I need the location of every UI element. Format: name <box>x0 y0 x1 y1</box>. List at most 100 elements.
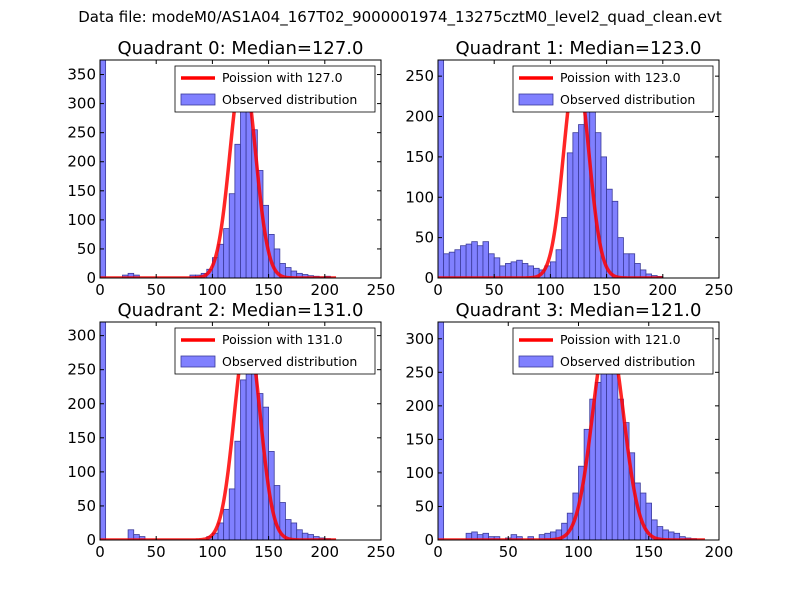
histogram-bar <box>228 193 236 278</box>
x-tick-label: 150 <box>254 543 283 561</box>
subplot-title: Quadrant 3: Median=121.0 <box>456 300 702 321</box>
legend-bar-label: Observed distribution <box>222 92 357 107</box>
x-tick-label: 200 <box>705 543 734 561</box>
x-tick-label: 0 <box>95 281 105 299</box>
y-tick-label: 250 <box>405 67 434 85</box>
histogram-bar <box>628 253 636 278</box>
histogram-bar <box>521 263 529 278</box>
plot-area <box>438 60 664 278</box>
histogram-bar <box>460 245 467 278</box>
y-tick-label: 200 <box>67 153 96 171</box>
histogram-bar <box>561 217 568 278</box>
histogram-bar <box>488 253 495 278</box>
x-tick-label: 250 <box>705 281 734 299</box>
x-tick-label: 150 <box>254 281 283 299</box>
x-tick-label: 200 <box>310 281 339 299</box>
legend-fit-label: Poission with 121.0 <box>560 332 681 347</box>
legend-bar-swatch <box>180 93 216 106</box>
histogram-bar <box>476 245 484 278</box>
histogram-bar <box>443 253 450 278</box>
histogram-bar <box>454 249 461 278</box>
y-tick-label: 300 <box>67 327 96 345</box>
histogram-bar <box>600 345 607 540</box>
histogram-bar <box>594 132 602 278</box>
legend-bar-swatch <box>518 93 554 106</box>
y-tick-label: 50 <box>77 240 96 258</box>
histogram-bar <box>465 243 473 278</box>
y-tick-label: 50 <box>415 497 434 515</box>
legend-fit-label: Poission with 123.0 <box>560 70 681 85</box>
histogram-bar <box>228 488 236 540</box>
legend: Poission with 127.0 Observed distribution <box>174 65 376 113</box>
axes-frame <box>437 59 720 279</box>
y-tick-label: 100 <box>405 464 434 482</box>
legend: Poission with 131.0 Observed distribution <box>174 327 376 375</box>
y-tick-label: 250 <box>67 361 96 379</box>
axes-frame <box>99 59 382 279</box>
histogram-bar <box>555 249 563 278</box>
subplot-title: Quadrant 2: Median=131.0 <box>118 300 364 321</box>
histogram-bar <box>594 381 602 540</box>
x-tick-label: 0 <box>433 281 443 299</box>
y-tick-label: 300 <box>405 330 434 348</box>
x-tick-label: 50 <box>499 543 518 561</box>
y-tick-label: 50 <box>77 497 96 515</box>
legend-bar-label: Observed distribution <box>222 354 357 369</box>
x-tick-label: 250 <box>367 281 396 299</box>
histogram-bar <box>223 228 230 278</box>
histogram-bar <box>100 322 107 540</box>
subplot-0: 0 50 100 150 200 250 0 50 100 150 200 250 300 350 Quad… <box>67 38 395 299</box>
histogram-bar <box>100 60 107 278</box>
y-tick-label: 300 <box>67 95 96 113</box>
x-tick-label: 50 <box>147 281 166 299</box>
x-tick-label: 150 <box>634 543 663 561</box>
x-tick-label: 0 <box>433 543 443 561</box>
histogram-bar <box>566 152 574 278</box>
histogram-bar <box>516 259 523 278</box>
axes-frame <box>99 321 382 541</box>
legend-bar-label: Observed distribution <box>560 92 695 107</box>
y-tick-label: 200 <box>67 395 96 413</box>
y-tick-label: 100 <box>405 188 434 206</box>
histogram-bar <box>505 263 512 278</box>
histogram-bar <box>617 237 624 278</box>
y-tick-label: 0 <box>424 531 434 549</box>
legend-bar-swatch <box>518 355 554 368</box>
histogram-bar <box>623 253 630 278</box>
y-tick-label: 150 <box>67 182 96 200</box>
y-tick-label: 250 <box>67 124 96 142</box>
y-tick-label: 250 <box>405 363 434 381</box>
legend-fit-label: Poission with 127.0 <box>222 70 343 85</box>
x-tick-label: 0 <box>95 543 105 561</box>
y-tick-label: 150 <box>405 430 434 448</box>
subplot-1: 0 50 100 150 200 250 0 50 100 150 200 250 Quadrant 1… <box>405 38 733 299</box>
x-tick-label: 250 <box>367 543 396 561</box>
histogram-bar <box>290 522 298 540</box>
y-tick-label: 0 <box>86 269 96 287</box>
y-tick-label: 150 <box>67 429 96 447</box>
figure-title: Data file: modeM0/AS1A04_167T02_90000019… <box>78 8 722 26</box>
y-tick-label: 100 <box>67 463 96 481</box>
legend: Poission with 123.0 Observed distribution <box>512 65 714 113</box>
x-tick-label: 200 <box>648 281 677 299</box>
x-tick-label: 150 <box>592 281 621 299</box>
histogram-bar <box>438 60 445 278</box>
legend-bar-swatch <box>180 355 216 368</box>
histogram-bar <box>606 188 613 278</box>
subplot-2: 0 50 100 150 200 250 0 50 100 150 200 250 300 Quadran… <box>67 300 395 561</box>
histogram-bar <box>234 440 241 540</box>
x-tick-label: 50 <box>147 543 166 561</box>
y-tick-label: 200 <box>405 397 434 415</box>
histogram-bar <box>471 241 478 278</box>
subplot-3: 0 50 100 150 200 0 50 100 150 200 250 300 Quadrant 3… <box>405 300 733 561</box>
x-tick-label: 100 <box>564 543 593 561</box>
y-tick-label: 150 <box>405 148 434 166</box>
x-tick-label: 200 <box>310 543 339 561</box>
x-tick-label: 100 <box>198 281 227 299</box>
histogram-bar <box>482 241 489 278</box>
y-tick-label: 200 <box>405 108 434 126</box>
histogram-bar <box>611 200 619 278</box>
histogram-bar <box>634 263 641 278</box>
